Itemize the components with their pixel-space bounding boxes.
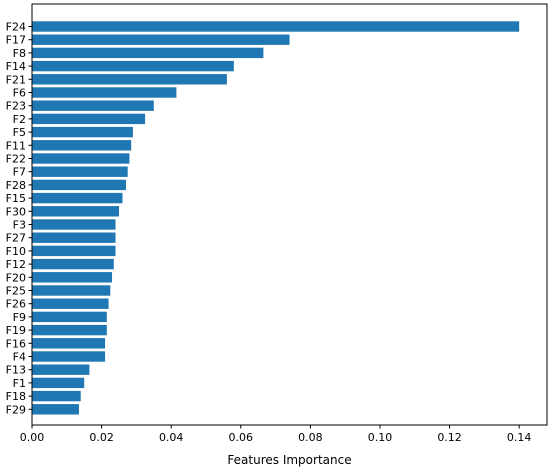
y-tick-label: F13 <box>6 364 26 377</box>
y-tick-label: F27 <box>6 232 26 245</box>
bar-f21 <box>32 74 227 85</box>
bar-f19 <box>32 324 107 336</box>
bar-f6 <box>32 87 177 98</box>
y-tick-label: F10 <box>6 245 26 258</box>
x-tick-label: 0.06 <box>229 431 254 444</box>
bar-f4 <box>32 351 106 362</box>
y-tick-label: F21 <box>6 73 26 86</box>
y-tick-label: F15 <box>6 192 26 205</box>
bar-f10 <box>32 245 116 257</box>
x-tick-label: 0.08 <box>298 431 323 444</box>
y-tick-label: F25 <box>6 285 26 298</box>
y-tick-label: F30 <box>6 205 26 218</box>
y-tick-label: F9 <box>13 311 26 324</box>
y-axis: F24F17F8F14F21F6F23F2F5F11F22F7F28F15F30… <box>6 21 32 416</box>
y-tick-label: F1 <box>13 377 26 390</box>
bar-f9 <box>32 311 107 323</box>
y-tick-label: F11 <box>6 139 26 152</box>
x-tick-label: 0.14 <box>507 431 532 444</box>
bar-f5 <box>32 126 133 138</box>
y-tick-label: F28 <box>6 179 26 192</box>
bar-f29 <box>32 404 79 415</box>
bar-f2 <box>32 113 146 125</box>
y-tick-label: F2 <box>13 113 26 126</box>
bar-f20 <box>32 272 113 283</box>
x-tick-label: 0.10 <box>368 431 393 444</box>
bar-f17 <box>32 34 290 45</box>
y-tick-label: F23 <box>6 100 26 113</box>
y-tick-label: F16 <box>6 337 26 350</box>
bar-f11 <box>32 140 132 151</box>
x-tick-label: 0.02 <box>89 431 114 444</box>
bar-f15 <box>32 192 123 204</box>
y-tick-label: F6 <box>13 87 26 100</box>
bars-layer <box>32 21 520 415</box>
x-axis: 0.00 0.02 0.04 0.06 0.08 0.10 0.12 0.14 <box>20 425 532 444</box>
y-tick-label: F5 <box>13 126 26 139</box>
y-tick-label: F14 <box>6 60 26 73</box>
y-tick-label: F8 <box>13 47 26 60</box>
y-tick-label: F3 <box>13 219 26 232</box>
plot-frame <box>31 3 548 426</box>
bar-f27 <box>32 232 116 243</box>
bar-f12 <box>32 258 114 270</box>
bar-f18 <box>32 390 81 402</box>
y-tick-label: F20 <box>6 271 26 284</box>
bar-f25 <box>32 285 111 296</box>
bar-f14 <box>32 60 234 72</box>
y-tick-label: F12 <box>6 258 26 271</box>
bar-f30 <box>32 206 119 217</box>
bar-f3 <box>32 219 116 230</box>
y-tick-label: F7 <box>13 166 26 179</box>
x-tick-label: 0.00 <box>20 431 45 444</box>
bar-f7 <box>32 166 128 177</box>
y-tick-label: F22 <box>6 153 26 166</box>
bar-f24 <box>32 21 520 32</box>
bar-f13 <box>32 364 90 375</box>
y-tick-label: F17 <box>6 34 26 47</box>
bar-f28 <box>32 179 126 191</box>
bar-f1 <box>32 377 85 389</box>
bar-f8 <box>32 47 264 59</box>
y-tick-label: F19 <box>6 324 26 337</box>
bar-f23 <box>32 100 154 111</box>
x-tick-label: 0.12 <box>437 431 462 444</box>
bar-f26 <box>32 298 109 309</box>
bar-f16 <box>32 338 106 349</box>
y-tick-label: F29 <box>6 403 26 416</box>
y-tick-label: F24 <box>6 21 26 34</box>
x-axis-label: Features Importance <box>227 453 351 467</box>
y-tick-label: F26 <box>6 298 26 311</box>
bar-f22 <box>32 153 130 164</box>
y-tick-label: F4 <box>13 351 26 364</box>
y-tick-label: F18 <box>6 390 26 403</box>
x-tick-label: 0.04 <box>159 431 184 444</box>
